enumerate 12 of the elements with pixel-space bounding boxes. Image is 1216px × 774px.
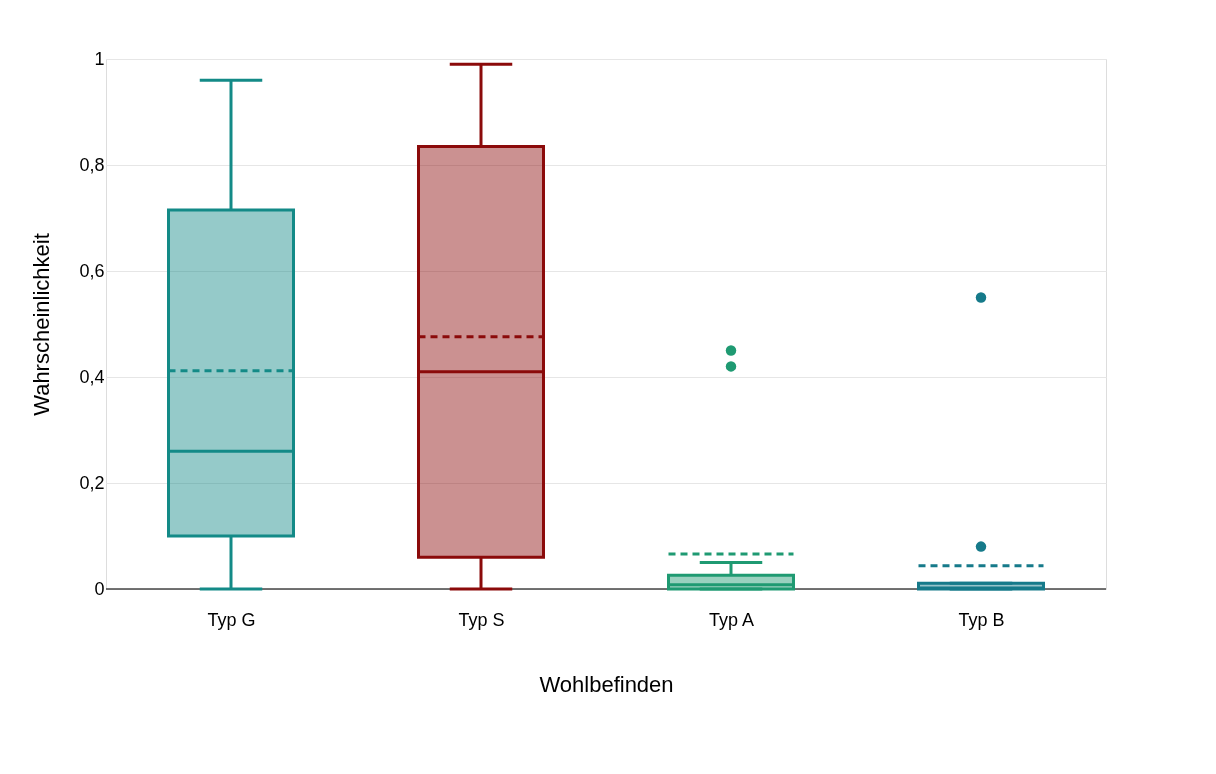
x-tick-label: Typ G <box>207 609 256 630</box>
y-tick-label: 0,6 <box>79 260 105 281</box>
x-tick-label: Typ A <box>708 609 755 630</box>
y-tick-label: 0,2 <box>79 472 105 493</box>
x-tick-label: Typ S <box>458 609 505 630</box>
x-tick-label: Typ B <box>958 609 1005 630</box>
y-tick-label: 1 <box>94 48 105 69</box>
y-tick-label: 0,8 <box>79 154 105 175</box>
y-axis-title: Wahrscheinlichkeit <box>29 233 55 416</box>
y-tick-label: 0 <box>94 578 105 599</box>
x-axis-title: Wohlbefinden <box>539 671 674 697</box>
y-tick-label: 0,4 <box>79 366 105 387</box>
